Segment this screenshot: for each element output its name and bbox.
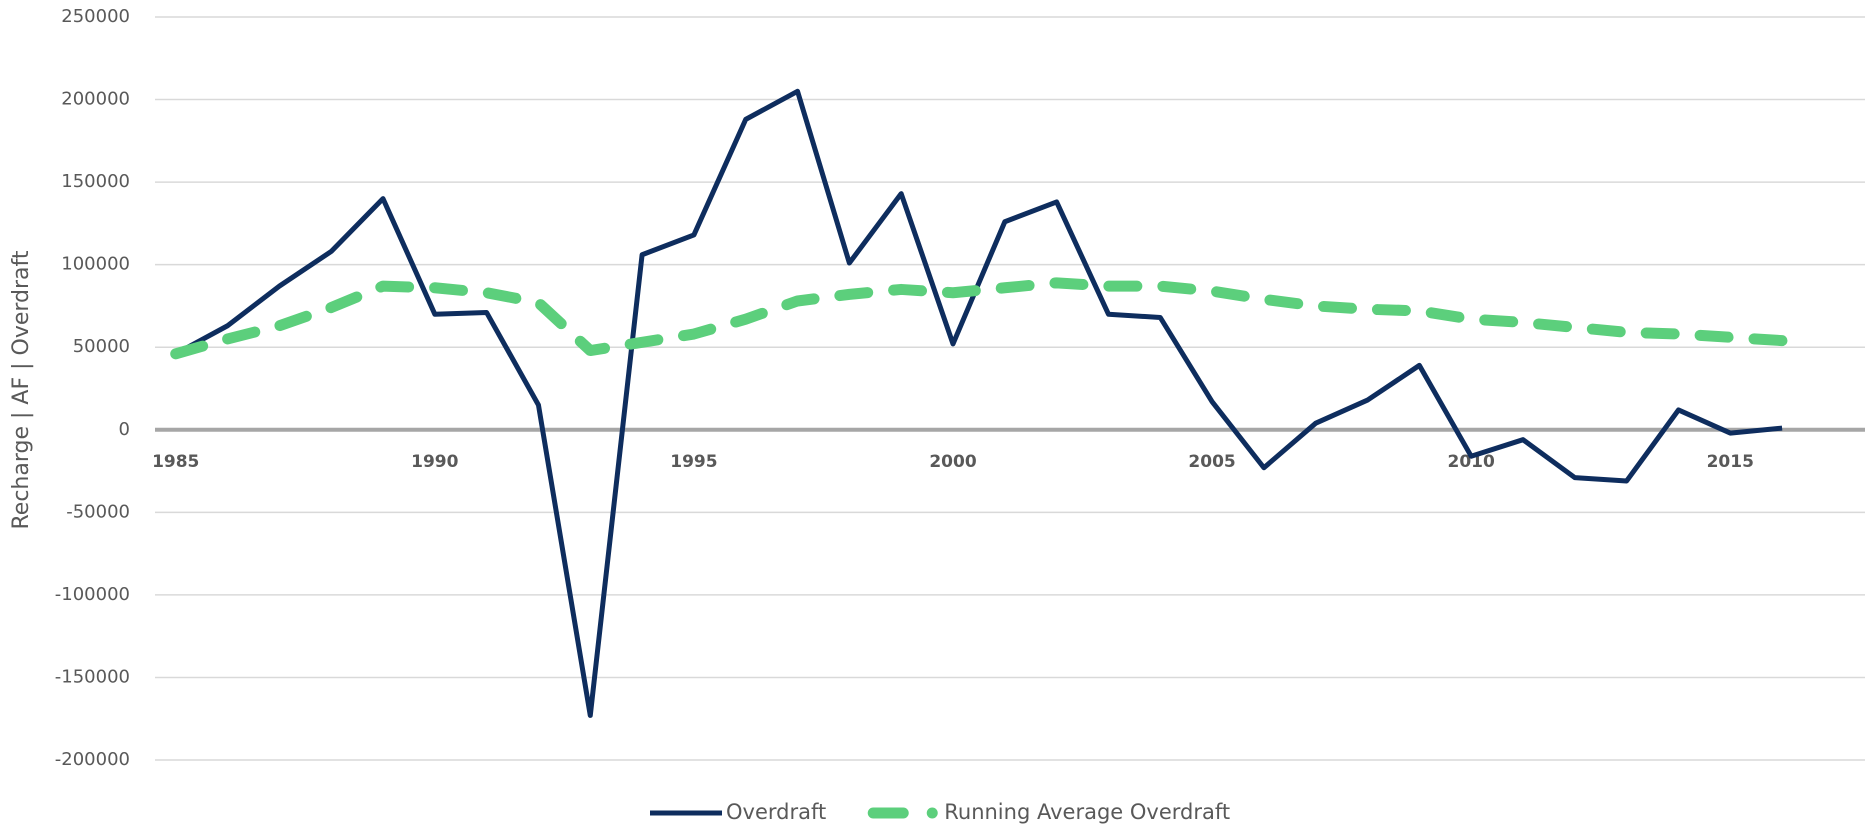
x-tick-label: 2010 — [1448, 452, 1495, 472]
x-tick-label: 2005 — [1188, 452, 1235, 472]
x-tick-label: 2000 — [929, 452, 976, 472]
legend-swatch — [926, 807, 938, 819]
series-line — [170, 277, 1788, 360]
y-tick-label: 200000 — [61, 89, 130, 110]
y-tick-label: -100000 — [55, 584, 130, 605]
y-tick-label: -50000 — [66, 501, 130, 522]
x-tick-label: 1990 — [411, 452, 458, 472]
y-tick-label: 250000 — [61, 6, 130, 27]
y-tick-label: -200000 — [55, 749, 130, 770]
y-tick-label: 50000 — [73, 336, 130, 357]
y-tick-label: 150000 — [61, 171, 130, 192]
legend-label: Overdraft — [726, 800, 826, 824]
y-tick-label: -150000 — [55, 666, 130, 687]
y-axis-title: Recharge | AF | Overdraft — [9, 250, 34, 529]
x-tick-label: 1995 — [670, 452, 717, 472]
legend-label: Running Average Overdraft — [944, 800, 1230, 824]
x-tick-label: 2015 — [1707, 452, 1754, 472]
y-tick-label: 100000 — [61, 254, 130, 275]
x-tick-label: 1985 — [152, 452, 199, 472]
y-tick-label: 0 — [119, 419, 130, 440]
series-line — [174, 88, 1783, 718]
